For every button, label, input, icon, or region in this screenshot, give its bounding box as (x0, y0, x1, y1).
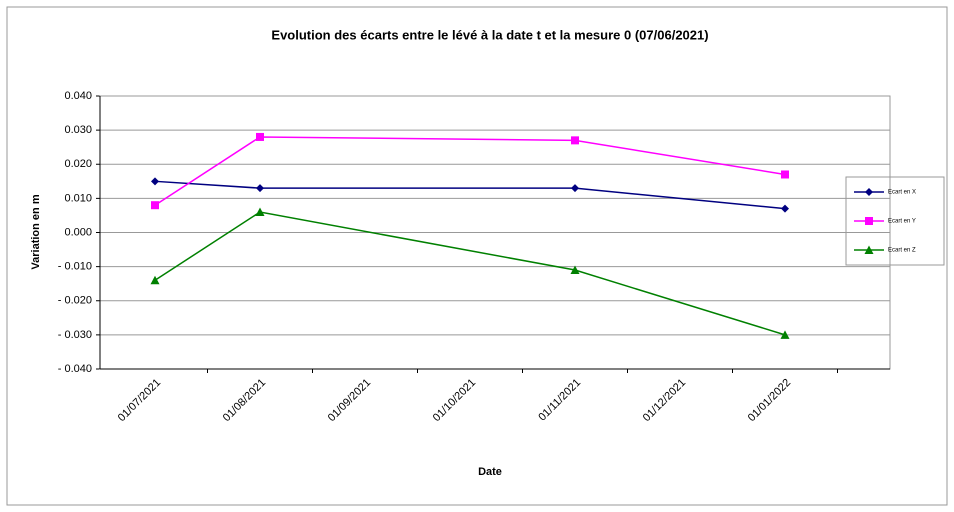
marker (781, 170, 789, 179)
marker (781, 204, 789, 213)
marker (151, 177, 159, 186)
series-line (154, 180, 786, 210)
chart-title: Evolution des écarts entre le lévé à la … (271, 27, 708, 42)
y-tick-label: - 0.030 (58, 329, 92, 341)
marker (151, 201, 159, 210)
legend-marker (864, 245, 874, 254)
y-tick-label: 0.020 (64, 158, 92, 170)
y-tick-label: - 0.010 (58, 261, 92, 273)
marker (256, 184, 264, 193)
y-axis-label: Variation en m (30, 194, 42, 269)
legend-marker (865, 188, 873, 196)
marker (780, 330, 790, 339)
y-tick-label: 0.010 (64, 192, 92, 204)
y-tick-label: 0.000 (64, 226, 92, 238)
legend-label: Ecart en Y (888, 219, 916, 225)
series-line (154, 211, 786, 336)
legend-label: Ecart en Z (888, 248, 916, 254)
series-line (154, 136, 786, 206)
marker (150, 275, 160, 285)
marker (571, 184, 579, 193)
y-tick-label: - 0.040 (58, 363, 92, 375)
x-axis-label: Date (478, 466, 502, 478)
marker (256, 132, 264, 141)
chart-border (6, 6, 948, 506)
y-tick-label: - 0.020 (58, 295, 92, 307)
y-tick-label: 0.030 (64, 124, 92, 136)
marker (570, 265, 580, 275)
y-tick-label: 0.040 (64, 90, 92, 102)
marker (255, 207, 265, 217)
legend-marker (865, 217, 873, 225)
legend-label: Ecart en X (888, 190, 916, 196)
marker (571, 136, 579, 145)
